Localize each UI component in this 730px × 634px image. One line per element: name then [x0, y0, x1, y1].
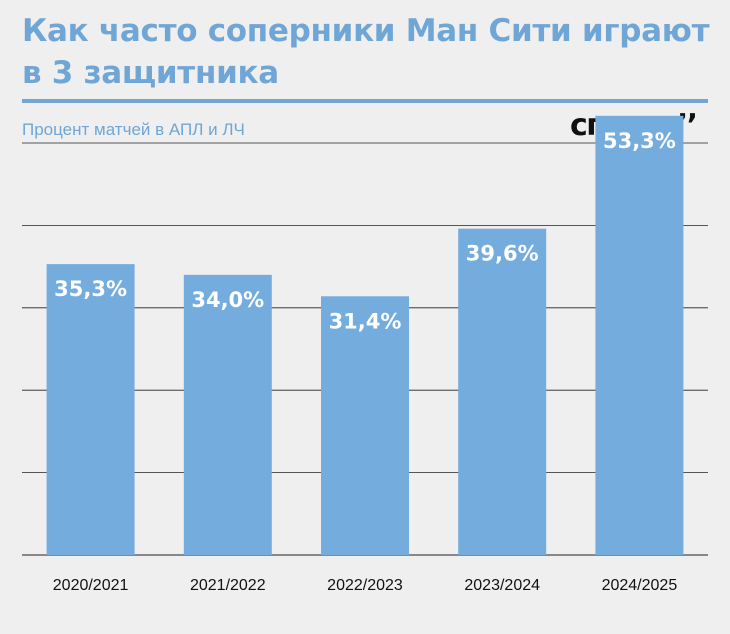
data-label: 31,4% [329, 309, 402, 333]
bars: 35,3% 34,0% 31,4% 39,6% 53,3% [46, 115, 684, 556]
x-axis-ticks: 2020/2021 2021/2022 2022/2023 2023/2024 2024… [53, 577, 678, 594]
page-title: Как часто соперники Ман Сити играют в 3 … [22, 13, 710, 91]
bar [46, 264, 135, 555]
bar [183, 274, 272, 555]
x-tick-label: 2023/2024 [464, 577, 540, 594]
data-label: 35,3% [54, 277, 127, 301]
x-tick-label: 2022/2023 [327, 577, 403, 594]
x-tick-label: 2020/2021 [53, 577, 129, 594]
bar [595, 115, 684, 556]
bar [321, 296, 409, 555]
data-label: 34,0% [191, 288, 264, 312]
x-tick-label: 2021/2022 [190, 577, 266, 594]
x-tick-label: 2024/2025 [602, 577, 678, 594]
chart-subtitle: Процент матчей в АПЛ и ЛЧ [22, 120, 245, 139]
title-divider [22, 99, 708, 103]
data-label: 39,6% [466, 242, 539, 266]
data-label: 53,3% [603, 129, 676, 153]
bar [458, 228, 547, 556]
